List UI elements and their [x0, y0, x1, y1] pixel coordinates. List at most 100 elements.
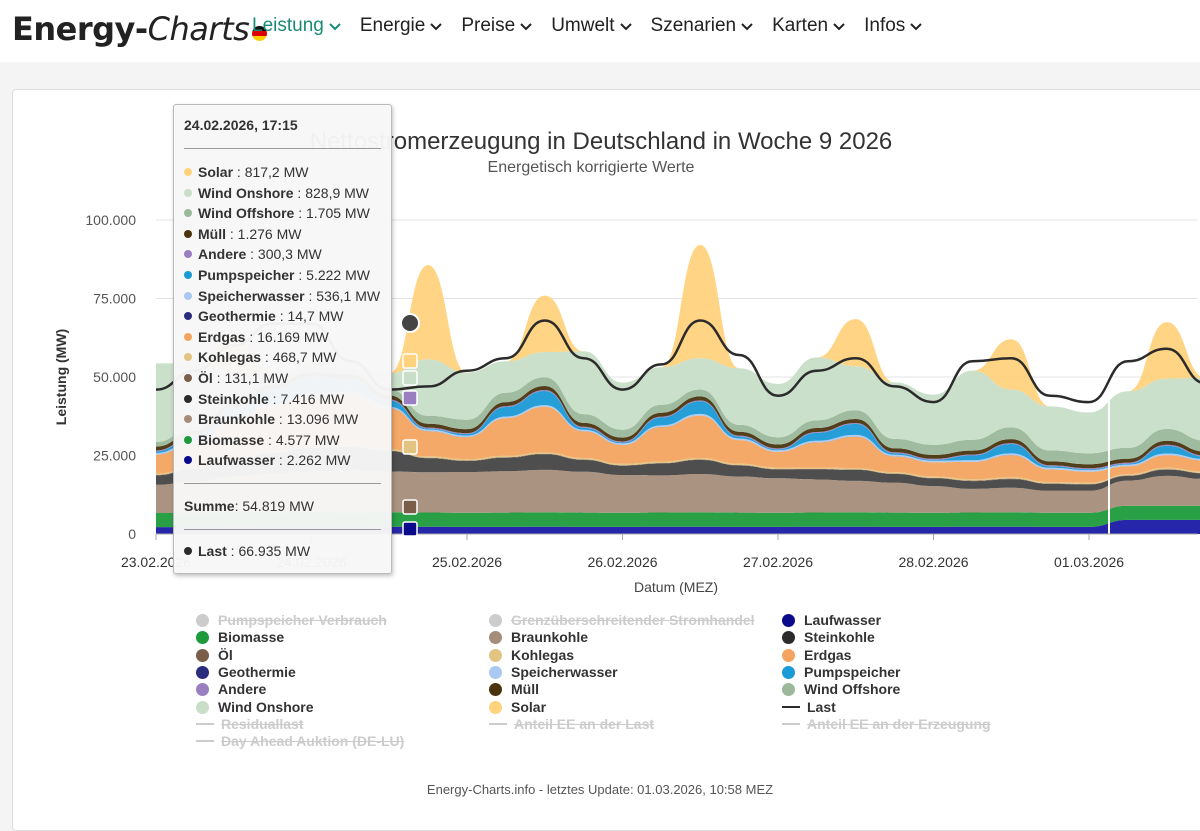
- nav-item-leistung[interactable]: Leistung: [252, 15, 342, 37]
- tooltip-row: Speicherwasser : 536,1 MW: [184, 286, 380, 306]
- tooltip-series-value: 1.705 MW: [305, 205, 370, 222]
- x-axis-label: Datum (MEZ): [634, 579, 718, 595]
- tooltip-row: Öl : 131,1 MW: [184, 368, 288, 388]
- area-series-solar[interactable]: [156, 245, 1200, 413]
- nav-item-umwelt[interactable]: Umwelt: [551, 15, 632, 37]
- chevron-down-icon: [741, 23, 753, 31]
- tooltip-series-label: Solar: [198, 164, 234, 180]
- tooltip-row: Pumpspeicher : 5.222 MW: [184, 265, 370, 285]
- nav-item-label: Energie: [359, 15, 426, 36]
- legend-item-braunkohle[interactable]: Braunkohle: [489, 629, 588, 646]
- legend-item-pumpspeicher-verbrauch[interactable]: Pumpspeicher Verbrauch: [196, 612, 387, 629]
- legend-line-symbol: [489, 722, 507, 725]
- legend-item-label: Müll: [511, 681, 539, 698]
- legend-item-wind-onshore[interactable]: Wind Onshore: [196, 699, 314, 716]
- legend-item-day-ahead-auktion-de-lu-[interactable]: Day Ahead Auktion (DE-LU): [196, 733, 404, 750]
- legend-item-wind-offshore[interactable]: Wind Offshore: [782, 681, 900, 698]
- tooltip-row: Wind Offshore : 1.705 MW: [184, 203, 370, 223]
- legend-dot-symbol: [782, 683, 795, 697]
- hover-marker: [400, 313, 420, 333]
- tooltip-series-value: 13.096 MW: [286, 411, 359, 428]
- series-color-dot: [184, 547, 192, 555]
- main-menu: Leistung Energie Preise Umwelt Szenarien Kart…: [252, 15, 941, 37]
- legend-item-label: Kohlegas: [511, 646, 575, 663]
- tooltip-series-value: 5.222 MW: [306, 267, 370, 283]
- power-generation-chart[interactable]: Nettostromerzeugung in Deutschland in Wo…: [13, 90, 1200, 830]
- tooltip-series-label: Kohlegas: [198, 349, 262, 366]
- nav-item-label: Leistung: [252, 15, 324, 36]
- area-series-steinkohle[interactable]: [156, 447, 1200, 491]
- legend-item-residuallast[interactable]: Residuallast: [196, 716, 303, 733]
- legend-dot-symbol: [782, 648, 795, 662]
- legend-item-kohlegas[interactable]: Kohlegas: [489, 647, 574, 664]
- x-tick-label: 26.02.2026: [587, 554, 657, 570]
- hover-marker: [402, 499, 418, 515]
- hover-marker: [402, 370, 418, 386]
- legend-item-label: Andere: [218, 681, 267, 698]
- nav-item-preise[interactable]: Preise: [461, 15, 533, 37]
- series-color-dot: [184, 250, 192, 259]
- legend-dot-symbol: [782, 631, 795, 645]
- tooltip-row: Steinkohle : 7.416 MW: [184, 389, 344, 409]
- legend-dot-symbol: [196, 665, 209, 679]
- legend-item-grenzüberschreitender-stromhandel[interactable]: Grenzüberschreitender Stromhandel: [489, 612, 755, 629]
- legend-item-erdgas[interactable]: Erdgas: [782, 647, 851, 664]
- x-tick-label: 27.02.2026: [743, 554, 813, 570]
- legend-item-öl[interactable]: Öl: [196, 647, 233, 664]
- nav-item-karten[interactable]: Karten: [772, 15, 846, 37]
- tooltip-row: Solar : 817,2 MW: [184, 162, 309, 182]
- legend-item-label: Anteil EE an der Erzeugung: [807, 715, 991, 732]
- legend-item-label: Pumpspeicher Verbrauch: [218, 612, 387, 628]
- series-color-dot: [184, 435, 192, 444]
- legend-item-laufwasser[interactable]: Laufwasser: [782, 612, 881, 629]
- hover-marker: [402, 390, 418, 406]
- nav-item-infos[interactable]: Infos: [864, 15, 923, 37]
- legend-item-speicherwasser[interactable]: Speicherwasser: [489, 664, 618, 681]
- series-color-dot: [184, 209, 192, 218]
- legend-item-steinkohle[interactable]: Steinkohle: [782, 629, 875, 646]
- legend-item-last[interactable]: Last: [782, 699, 836, 716]
- x-tick-label: 01.03.2026: [1054, 554, 1124, 570]
- hover-marker: [402, 521, 418, 537]
- y-tick-label: 50.000: [93, 369, 136, 385]
- legend-item-biomasse[interactable]: Biomasse: [196, 629, 284, 646]
- legend-item-label: Öl: [218, 646, 233, 663]
- tooltip-series-value: 2.262 MW: [286, 452, 351, 469]
- legend-item-label: Wind Onshore: [218, 698, 314, 715]
- tooltip-series-value: 300,3 MW: [257, 246, 322, 263]
- energy-charts-logo[interactable]: Energy-Charts: [12, 6, 268, 52]
- area-series-wind-offshore[interactable]: [156, 367, 1200, 465]
- tooltip-divider: [184, 148, 381, 149]
- tooltip-row: Andere : 300,3 MW: [184, 244, 322, 264]
- update-footer: Energy-Charts.info - letztes Update: 01.…: [426, 782, 774, 797]
- series-color-dot: [184, 456, 192, 465]
- y-tick-label: 100.000: [85, 212, 136, 228]
- series-color-dot: [184, 415, 192, 424]
- german-flag-icon: [252, 26, 268, 41]
- nav-item-szenarien[interactable]: Szenarien: [651, 15, 755, 37]
- legend-item-pumpspeicher[interactable]: Pumpspeicher: [782, 664, 900, 681]
- area-series-biomasse[interactable]: [156, 505, 1200, 528]
- legend-item-müll[interactable]: Müll: [489, 681, 539, 698]
- logo-text-italic: Charts: [147, 10, 250, 48]
- legend-item-geothermie[interactable]: Geothermie: [196, 664, 296, 681]
- legend-item-anteil-ee-an-der-erzeugung[interactable]: Anteil EE an der Erzeugung: [782, 716, 991, 733]
- area-series-erdgas[interactable]: [156, 393, 1200, 483]
- legend-item-anteil-ee-an-der-last[interactable]: Anteil EE an der Last: [489, 716, 654, 733]
- series-color-dot: [184, 332, 192, 341]
- tooltip-series-label: Öl: [198, 370, 213, 386]
- legend-item-solar[interactable]: Solar: [489, 699, 546, 716]
- tooltip-series-value: 468,7 MW: [272, 349, 337, 366]
- legend-dot-symbol: [489, 614, 502, 627]
- chevron-down-icon: [833, 23, 845, 31]
- tooltip-row: Braunkohle : 13.096 MW: [184, 409, 358, 429]
- legend-item-andere[interactable]: Andere: [196, 681, 266, 698]
- series-color-dot: [184, 168, 192, 176]
- nav-item-label: Infos: [864, 15, 906, 36]
- x-tick-label: 28.02.2026: [898, 554, 968, 570]
- legend-item-label: Day Ahead Auktion (DE-LU): [221, 733, 405, 750]
- nav-item-energie[interactable]: Energie: [360, 15, 444, 37]
- series-color-dot: [184, 353, 192, 362]
- legend-dot-symbol: [489, 683, 502, 697]
- legend-item-label: Steinkohle: [804, 629, 875, 646]
